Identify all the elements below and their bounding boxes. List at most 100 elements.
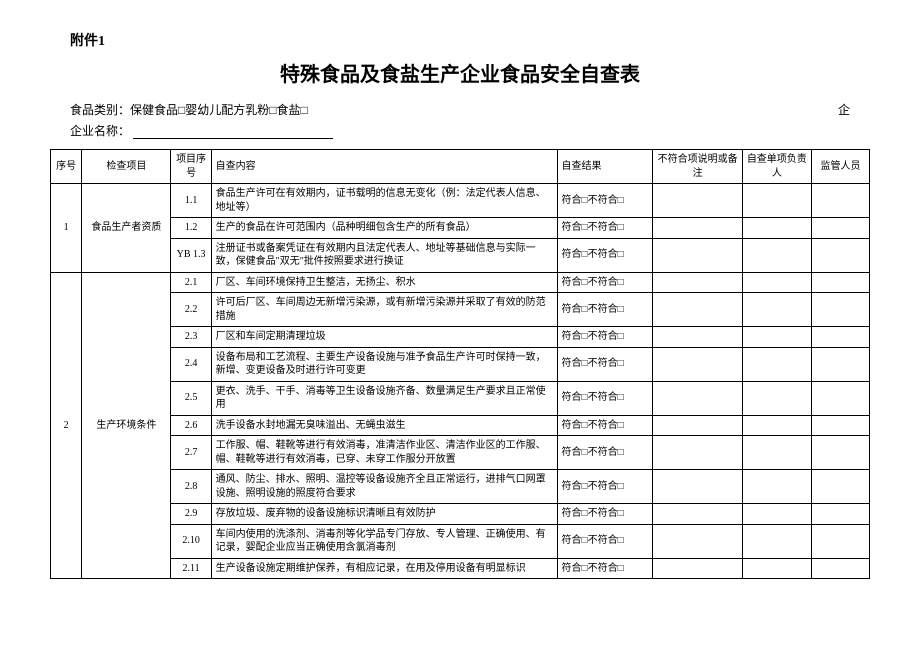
cell-content: 通风、防尘、排水、照明、温控等设备设施齐全且正常运行，进排气口网罩设施、照明设施… xyxy=(211,470,557,504)
cell-note xyxy=(653,238,742,272)
cell-supervisor xyxy=(811,415,869,436)
table-row: 2.5更衣、洗手、干手、消毒等卫生设备设施齐备、数量满足生产要求且正常使用符合□… xyxy=(51,381,870,415)
cell-note xyxy=(653,381,742,415)
cell-subseq: 1.1 xyxy=(171,184,211,218)
th-super: 监管人员 xyxy=(811,150,869,184)
table-row: 1食品生产者资质1.1食品生产许可在有效期内，证书载明的信息无变化（例：法定代表… xyxy=(51,184,870,218)
company-suffix: 企 xyxy=(838,101,850,118)
cell-supervisor xyxy=(811,184,869,218)
cell-note xyxy=(653,558,742,579)
cell-subseq: 2.7 xyxy=(171,436,211,470)
th-person: 自查单项负责人 xyxy=(742,150,811,184)
th-content: 自查内容 xyxy=(211,150,557,184)
cell-person xyxy=(742,524,811,558)
meta-row-2: 企业名称： xyxy=(50,122,870,139)
cell-person xyxy=(742,470,811,504)
cell-content: 更衣、洗手、干手、消毒等卫生设备设施齐备、数量满足生产要求且正常使用 xyxy=(211,381,557,415)
cell-note xyxy=(653,470,742,504)
th-note: 不符合项说明或备注 xyxy=(653,150,742,184)
cell-person xyxy=(742,327,811,348)
cell-supervisor xyxy=(811,436,869,470)
cell-content: 生产设备设施定期维护保养，有相应记录，在用及停用设备有明显标识 xyxy=(211,558,557,579)
cell-subseq: 2.1 xyxy=(171,272,211,293)
cell-person xyxy=(742,218,811,239)
table-row: 2.3厂区和车间定期清理垃圾符合□不符合□ xyxy=(51,327,870,348)
cell-result: 符合□不符合□ xyxy=(557,272,653,293)
cell-note xyxy=(653,218,742,239)
inspection-table: 序号 检查项目 项目序号 自查内容 自查结果 不符合项说明或备注 自查单项负责人… xyxy=(50,149,870,579)
th-result: 自查结果 xyxy=(557,150,653,184)
cell-content: 存放垃圾、废弃物的设备设施标识清晰且有效防护 xyxy=(211,504,557,525)
cell-result: 符合□不符合□ xyxy=(557,293,653,327)
table-row: 2.7工作服、帽、鞋靴等进行有效消毒，准清洁作业区、清洁作业区的工作服、帽、鞋靴… xyxy=(51,436,870,470)
cell-result: 符合□不符合□ xyxy=(557,558,653,579)
cell-content: 厂区和车间定期清理垃圾 xyxy=(211,327,557,348)
th-subseq: 项目序号 xyxy=(171,150,211,184)
cell-supervisor xyxy=(811,327,869,348)
cell-subseq: 2.9 xyxy=(171,504,211,525)
table-row: 2.6洗手设备水封地漏无臭味溢出、无蝇虫滋生符合□不符合□ xyxy=(51,415,870,436)
cell-person xyxy=(742,238,811,272)
cell-supervisor xyxy=(811,558,869,579)
cell-note xyxy=(653,504,742,525)
cell-check-item: 生产环境条件 xyxy=(82,272,171,579)
company-label: 企业名称： xyxy=(70,124,130,138)
cell-subseq: 2.3 xyxy=(171,327,211,348)
th-item: 检查项目 xyxy=(82,150,171,184)
cell-note xyxy=(653,524,742,558)
cell-subseq: 2.2 xyxy=(171,293,211,327)
table-row: 1.2生产的食品在许可范围内（品种明细包含生产的所有食品）符合□不符合□ xyxy=(51,218,870,239)
cell-note xyxy=(653,272,742,293)
cell-subseq: 1.2 xyxy=(171,218,211,239)
table-row: 2.8通风、防尘、排水、照明、温控等设备设施齐全且正常运行，进排气口网罩设施、照… xyxy=(51,470,870,504)
cell-person xyxy=(742,381,811,415)
table-row: YB 1.3注册证书或备案凭证在有效期内且法定代表人、地址等基础信息与实际一致，… xyxy=(51,238,870,272)
cell-content: 注册证书或备案凭证在有效期内且法定代表人、地址等基础信息与实际一致，保健食品"双… xyxy=(211,238,557,272)
table-row: 2.4设备布局和工艺流程、主要生产设备设施与准予食品生产许可时保持一致，新增、变… xyxy=(51,347,870,381)
meta-row: 食品类别：保健食品□婴幼儿配方乳粉□食盐□ 企 xyxy=(50,101,870,118)
cell-content: 设备布局和工艺流程、主要生产设备设施与准予食品生产许可时保持一致，新增、变更设备… xyxy=(211,347,557,381)
cell-note xyxy=(653,347,742,381)
cell-person xyxy=(742,347,811,381)
cell-subseq: 2.5 xyxy=(171,381,211,415)
cell-supervisor xyxy=(811,218,869,239)
cell-result: 符合□不符合□ xyxy=(557,327,653,348)
attachment-label: 附件1 xyxy=(70,30,870,50)
cell-result: 符合□不符合□ xyxy=(557,218,653,239)
cell-content: 洗手设备水封地漏无臭味溢出、无蝇虫滋生 xyxy=(211,415,557,436)
cell-person xyxy=(742,504,811,525)
cell-subseq: 2.11 xyxy=(171,558,211,579)
table-row: 2.11生产设备设施定期维护保养，有相应记录，在用及停用设备有明显标识符合□不符… xyxy=(51,558,870,579)
cell-person xyxy=(742,293,811,327)
cell-seq: 1 xyxy=(51,184,82,273)
cell-person xyxy=(742,436,811,470)
cell-result: 符合□不符合□ xyxy=(557,524,653,558)
cell-supervisor xyxy=(811,272,869,293)
table-row: 2.9存放垃圾、废弃物的设备设施标识清晰且有效防护符合□不符合□ xyxy=(51,504,870,525)
cell-person xyxy=(742,272,811,293)
cell-subseq: 2.10 xyxy=(171,524,211,558)
cell-note xyxy=(653,436,742,470)
table-row: 2生产环境条件2.1厂区、车间环境保持卫生整洁，无扬尘、积水符合□不符合□ xyxy=(51,272,870,293)
cell-content: 生产的食品在许可范围内（品种明细包含生产的所有食品） xyxy=(211,218,557,239)
cell-result: 符合□不符合□ xyxy=(557,504,653,525)
cell-supervisor xyxy=(811,524,869,558)
cell-content: 食品生产许可在有效期内，证书载明的信息无变化（例：法定代表人信息、地址等） xyxy=(211,184,557,218)
company-name-blank xyxy=(133,125,333,139)
table-row: 2.2许可后厂区、车间周边无新增污染源，或有新增污染源并采取了有效的防范措施符合… xyxy=(51,293,870,327)
table-header-row: 序号 检查项目 项目序号 自查内容 自查结果 不符合项说明或备注 自查单项负责人… xyxy=(51,150,870,184)
cell-subseq: 2.8 xyxy=(171,470,211,504)
cell-supervisor xyxy=(811,293,869,327)
cell-result: 符合□不符合□ xyxy=(557,184,653,218)
cell-result: 符合□不符合□ xyxy=(557,381,653,415)
cell-note xyxy=(653,293,742,327)
cell-subseq: 2.6 xyxy=(171,415,211,436)
cell-seq: 2 xyxy=(51,272,82,579)
category-label: 食品类别：保健食品□婴幼儿配方乳粉□食盐□ xyxy=(70,101,308,118)
cell-supervisor xyxy=(811,347,869,381)
table-row: 2.10车间内使用的洗涤剂、消毒剂等化学品专门存放、专人管理、正确使用、有记录，… xyxy=(51,524,870,558)
cell-content: 车间内使用的洗涤剂、消毒剂等化学品专门存放、专人管理、正确使用、有记录，婴配企业… xyxy=(211,524,557,558)
cell-note xyxy=(653,184,742,218)
cell-result: 符合□不符合□ xyxy=(557,347,653,381)
cell-supervisor xyxy=(811,470,869,504)
